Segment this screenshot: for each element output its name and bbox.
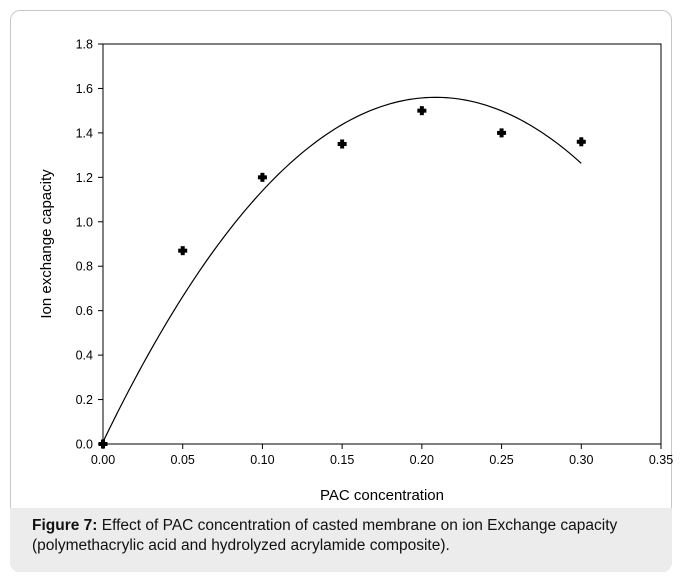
y-tick-label: 0.8 — [76, 260, 93, 274]
y-axis-title: Ion exchange capacity — [38, 169, 55, 319]
data-point — [98, 439, 108, 449]
data-point — [337, 139, 347, 149]
plot-area — [102, 43, 662, 445]
figure-caption: Figure 7: Effect of PAC concentration of… — [10, 508, 672, 572]
y-tick-label: 0.0 — [76, 438, 93, 452]
x-tick-label: 0.00 — [91, 453, 115, 467]
data-point — [576, 137, 586, 147]
y-tick-label: 1.8 — [76, 38, 93, 52]
x-tick-label: 0.20 — [410, 453, 434, 467]
y-tick-label: 1.6 — [76, 82, 93, 96]
data-point — [497, 128, 507, 138]
data-point — [257, 172, 267, 182]
x-tick-label: 0.05 — [171, 453, 195, 467]
y-tick-label: 1.4 — [76, 126, 93, 140]
data-point — [178, 246, 188, 256]
caption-label: Figure 7: — [32, 517, 98, 534]
x-tick-label: 0.10 — [250, 453, 274, 467]
x-axis-title: PAC concentration — [320, 487, 444, 504]
y-tick-label: 1.0 — [76, 215, 93, 229]
x-axis-ticks: 0.00 0.05 0.10 0.15 0.20 0.25 0.30 0.35 — [91, 444, 673, 467]
x-tick-label: 0.15 — [330, 453, 354, 467]
y-tick-label: 0.4 — [76, 349, 93, 363]
y-axis-ticks: 0.0 0.2 0.4 0.6 0.8 1.0 1.2 1.4 1.6 1.8 — [76, 38, 103, 452]
data-points — [98, 106, 586, 449]
y-tick-label: 1.2 — [76, 171, 93, 185]
x-tick-label: 0.35 — [649, 453, 673, 467]
x-tick-label: 0.25 — [489, 453, 513, 467]
x-tick-label: 0.30 — [569, 453, 593, 467]
fit-curve — [102, 96, 582, 443]
y-tick-label: 0.6 — [76, 304, 93, 318]
plot-border — [102, 43, 662, 445]
data-point — [417, 106, 427, 116]
y-tick-label: 0.2 — [76, 393, 93, 407]
caption-text: Effect of PAC concentration of casted me… — [32, 517, 618, 554]
